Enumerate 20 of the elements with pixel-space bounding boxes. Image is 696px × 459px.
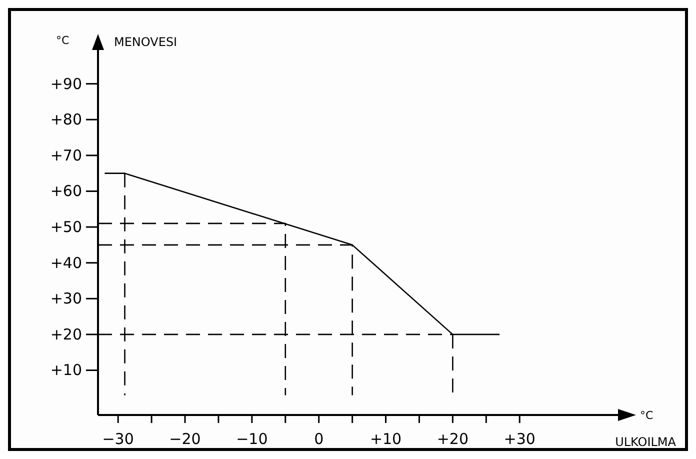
- y-tick-label: +30: [50, 290, 82, 308]
- y-tick-label: +40: [50, 254, 82, 272]
- y-tick-label: +10: [50, 361, 82, 380]
- x-tick-label: +30: [504, 430, 536, 448]
- x-axis-title: ULKOILMA: [615, 435, 677, 449]
- y-tick-label: +50: [50, 218, 82, 236]
- y-tick-label: +70: [50, 146, 82, 164]
- y-tick-label: +60: [50, 182, 82, 200]
- y-tick-label: +90: [50, 74, 82, 93]
- x-tick-label: −20: [169, 430, 201, 448]
- y-tick-label: +20: [50, 325, 82, 344]
- x-tick-label: −30: [102, 430, 134, 448]
- y-axis-title: MENOVESI: [114, 35, 178, 49]
- x-tick-label: +10: [370, 430, 402, 448]
- y-tick-label: +80: [50, 110, 82, 129]
- x-tick-label: 0: [314, 430, 324, 448]
- x-tick-label: −10: [236, 430, 268, 448]
- text: °C: [640, 409, 654, 422]
- x-tick-label: +20: [436, 430, 469, 448]
- text: °C: [56, 34, 70, 47]
